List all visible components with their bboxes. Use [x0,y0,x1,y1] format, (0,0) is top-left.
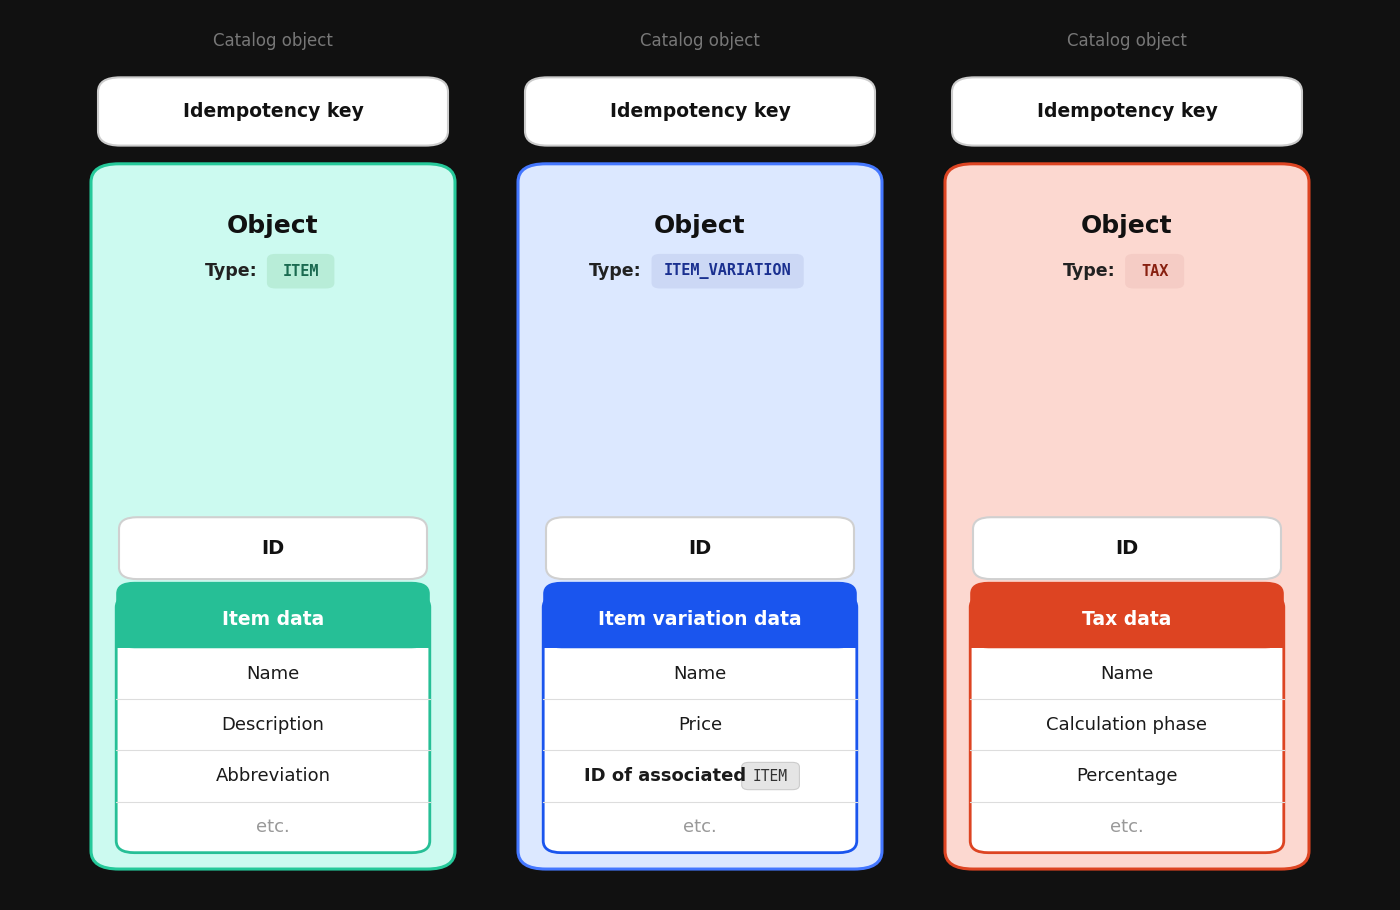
Text: Catalog object: Catalog object [213,32,333,50]
Text: etc.: etc. [1110,818,1144,836]
Bar [116,619,430,648]
FancyBboxPatch shape [742,763,799,790]
Text: ITEM_VARIATION: ITEM_VARIATION [664,263,791,279]
Text: ID: ID [689,539,711,558]
Text: etc.: etc. [683,818,717,836]
FancyBboxPatch shape [945,164,1309,869]
Text: Idempotency key: Idempotency key [182,102,364,121]
Text: Item data: Item data [221,610,325,629]
Text: Idempotency key: Idempotency key [609,102,791,121]
FancyBboxPatch shape [98,77,448,146]
Text: ID: ID [1116,539,1138,558]
Text: TAX: TAX [1141,264,1169,278]
Text: Type:: Type: [589,262,641,280]
FancyBboxPatch shape [267,254,335,288]
Text: Object: Object [227,214,319,238]
FancyBboxPatch shape [543,581,857,648]
Text: Item variation data: Item variation data [598,610,802,629]
Text: ITEM: ITEM [283,264,319,278]
FancyBboxPatch shape [952,77,1302,146]
FancyBboxPatch shape [518,164,882,869]
Text: Type:: Type: [204,262,258,280]
Text: Description: Description [221,716,325,733]
FancyBboxPatch shape [525,77,875,146]
Text: Object: Object [654,214,746,238]
Text: Type:: Type: [1063,262,1116,280]
FancyBboxPatch shape [970,595,1284,853]
Text: Name: Name [1100,665,1154,682]
Text: ID: ID [262,539,284,558]
Text: Object: Object [1081,214,1173,238]
FancyBboxPatch shape [1126,254,1184,288]
Text: Calculation phase: Calculation phase [1047,716,1207,733]
Text: Tax data: Tax data [1082,610,1172,629]
Text: Name: Name [246,665,300,682]
Text: Price: Price [678,716,722,733]
Text: Abbreviation: Abbreviation [216,767,330,785]
Text: Catalog object: Catalog object [1067,32,1187,50]
Text: Idempotency key: Idempotency key [1036,102,1218,121]
FancyBboxPatch shape [543,595,857,853]
FancyBboxPatch shape [651,254,804,288]
Text: Name: Name [673,665,727,682]
FancyBboxPatch shape [91,164,455,869]
Text: Percentage: Percentage [1077,767,1177,785]
Text: etc.: etc. [256,818,290,836]
FancyBboxPatch shape [546,517,854,579]
FancyBboxPatch shape [970,581,1284,648]
FancyBboxPatch shape [116,581,430,648]
Text: ID of associated: ID of associated [584,767,746,785]
Bar [970,619,1284,648]
FancyBboxPatch shape [119,517,427,579]
Bar [543,619,857,648]
FancyBboxPatch shape [973,517,1281,579]
FancyBboxPatch shape [116,595,430,853]
Text: Catalog object: Catalog object [640,32,760,50]
Text: ITEM: ITEM [753,769,788,784]
